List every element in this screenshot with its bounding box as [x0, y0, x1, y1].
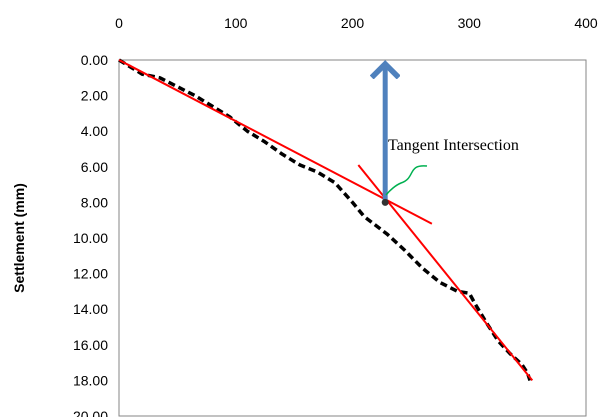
y-tick-label: 16.00 [73, 337, 108, 353]
arrow-layer [382, 64, 389, 206]
x-tick-label: 300 [458, 15, 482, 31]
intersection-point [381, 198, 389, 206]
y-axis-tick-labels: 0.00 2.00 4.00 6.00 8.00 10.00 12.00 14.00 16.00… [73, 52, 108, 417]
y-tick-label: 2.00 [81, 88, 108, 104]
x-tick-label: 100 [224, 15, 248, 31]
tangent-line-1 [118, 59, 433, 225]
x-axis-tick-labels: 0 100 200 300 400 [115, 15, 598, 31]
tangent-intersection-label: Tangent Intersection [388, 137, 519, 154]
y-tick-label: 10.00 [73, 230, 108, 246]
y-axis-title: Settlement (mm) [11, 183, 27, 293]
y-tick-label: 18.00 [73, 372, 108, 388]
y-tick-label: 8.00 [81, 194, 108, 210]
x-tick-label: 400 [574, 15, 598, 31]
y-tick-label: 0.00 [81, 52, 108, 68]
y-tick-label: 12.00 [73, 266, 108, 282]
y-tick-label: 4.00 [81, 123, 108, 139]
annotation-leader-curve [385, 165, 428, 196]
y-tick-label: 14.00 [73, 301, 108, 317]
x-tick-label: 200 [341, 15, 365, 31]
plot-area [118, 59, 587, 417]
x-tick-label: 0 [115, 15, 123, 31]
y-tick-label: 20.00 [73, 408, 108, 417]
y-tick-label: 6.00 [81, 159, 108, 175]
